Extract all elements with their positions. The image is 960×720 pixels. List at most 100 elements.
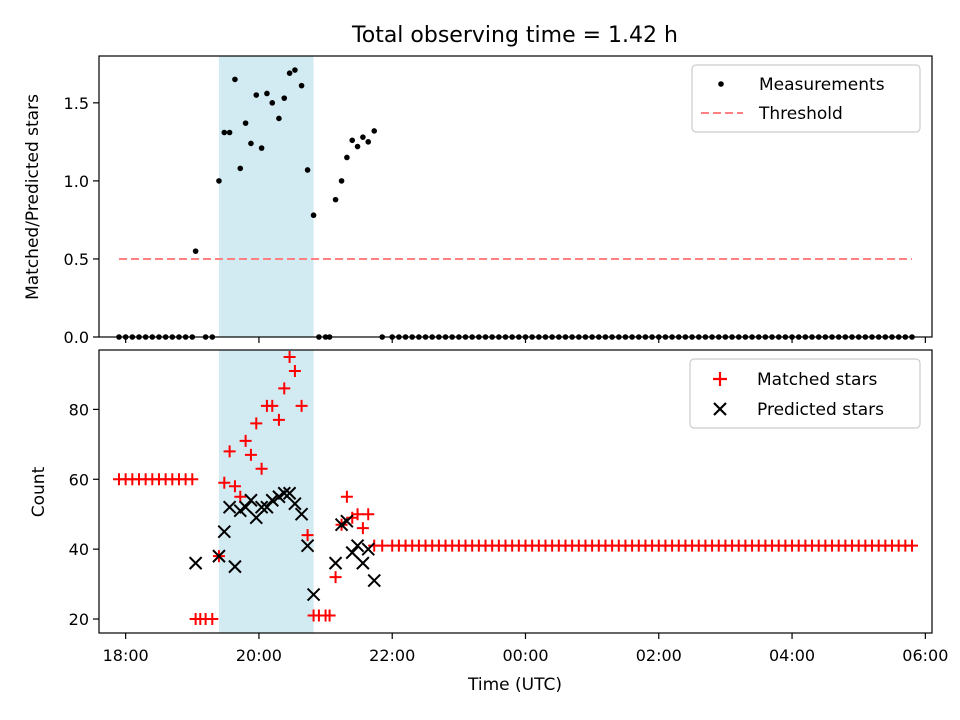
x-axis-label: Time (UTC) bbox=[467, 675, 562, 695]
predicted-star-point bbox=[340, 514, 354, 528]
measurement-point bbox=[338, 178, 345, 184]
predicted-star-point bbox=[282, 486, 297, 500]
top-y-tick-label: 0.0 bbox=[64, 328, 89, 347]
measurements-legend-marker bbox=[718, 81, 724, 87]
top-y-ticks: 0.0 0.5 1.0 1.5 bbox=[64, 94, 99, 347]
measurement-point bbox=[344, 154, 350, 161]
top-y-tick-label: 0.5 bbox=[64, 250, 89, 269]
predicted-star-point bbox=[367, 573, 381, 588]
matched-stars-legend-label: Matched stars bbox=[757, 370, 877, 390]
predicted-star-point bbox=[217, 524, 231, 539]
measurement-point bbox=[221, 129, 228, 136]
predicted-stars-legend-label: Predicted stars bbox=[757, 400, 884, 420]
x-tick-label: 22:00 bbox=[369, 646, 415, 665]
measurement-point bbox=[216, 178, 222, 184]
predicted-star-point bbox=[328, 556, 343, 570]
matched-star-point bbox=[906, 539, 919, 552]
matched-star-point bbox=[250, 417, 263, 430]
predicted-star-point bbox=[222, 500, 237, 514]
predicted-star-point bbox=[350, 538, 365, 553]
measurement-point bbox=[332, 196, 339, 203]
matched-star-point bbox=[283, 350, 296, 363]
bottom-panel: 20 40 60 80 18:00 20:00 22:00 00:00 02:00 04:00 0… bbox=[29, 349, 948, 695]
measurement-point bbox=[281, 95, 288, 101]
predicted-star-point bbox=[238, 500, 253, 514]
measurement-point bbox=[354, 143, 361, 150]
top-y-tick-label: 1.5 bbox=[64, 94, 89, 113]
predicted-star-point bbox=[228, 559, 242, 574]
predicted-star-point bbox=[249, 510, 263, 525]
measurement-point bbox=[269, 100, 276, 106]
matched-star-point bbox=[239, 434, 252, 447]
bottom-y-tick-label: 60 bbox=[69, 470, 89, 489]
bottom-y-tick-label: 40 bbox=[69, 540, 89, 559]
bottom-legend: Matched stars Predicted stars bbox=[689, 358, 921, 429]
predicted-star-point bbox=[345, 545, 359, 560]
x-tick-label: 00:00 bbox=[502, 646, 548, 665]
measurement-point bbox=[371, 128, 378, 134]
top-axes-frame bbox=[98, 55, 933, 338]
threshold-legend-label: Threshold bbox=[758, 104, 843, 124]
top-x-ticks bbox=[125, 337, 926, 343]
predicted-star-point bbox=[294, 507, 309, 521]
measurement-point bbox=[248, 140, 254, 147]
measurement-point bbox=[310, 212, 317, 219]
predicted-star-point bbox=[260, 500, 274, 514]
matched-stars-points bbox=[112, 350, 919, 626]
matched-star-point bbox=[351, 508, 364, 521]
measurement-point bbox=[298, 82, 305, 89]
top-shaded-span bbox=[218, 56, 314, 337]
chart-title: Total observing time = 1.42 h bbox=[351, 23, 678, 48]
top-y-axis-label: Matched/Predicted stars bbox=[23, 94, 43, 300]
measurement-point bbox=[237, 165, 244, 172]
measurement-point bbox=[365, 139, 372, 145]
top-y-tick-label: 1.0 bbox=[64, 172, 89, 191]
measurement-point bbox=[242, 120, 249, 126]
matched-star-point bbox=[223, 445, 236, 458]
top-legend-box bbox=[691, 64, 921, 133]
top-panel: 0.0 0.5 1.0 1.5 Matched/Predicted stars Mea… bbox=[23, 55, 933, 347]
bottom-x-ticks: 18:00 20:00 22:00 00:00 02:00 04:00 06:00 bbox=[103, 633, 948, 665]
matched-star-point bbox=[255, 462, 268, 475]
predicted-star-point bbox=[212, 549, 226, 563]
measurement-point bbox=[258, 145, 265, 151]
x-tick-label: 18:00 bbox=[103, 646, 149, 665]
measurement-point bbox=[360, 134, 366, 140]
bottom-y-axis-label: Count bbox=[29, 466, 49, 517]
matched-star-point bbox=[272, 413, 285, 426]
bottom-y-ticks: 20 40 60 80 bbox=[69, 400, 99, 629]
measurement-point bbox=[286, 70, 293, 76]
matched-star-point bbox=[295, 399, 308, 412]
predicted-star-point bbox=[356, 556, 370, 570]
measurement-point bbox=[232, 76, 238, 83]
matched-star-point bbox=[356, 522, 369, 535]
x-tick-label: 20:00 bbox=[236, 646, 282, 665]
predicted-star-point bbox=[244, 493, 258, 507]
top-legend: Measurements Threshold bbox=[691, 64, 921, 133]
measurement-point bbox=[292, 67, 298, 73]
bottom-legend-box bbox=[689, 358, 921, 429]
measurement-point bbox=[226, 129, 233, 136]
matched-star-point bbox=[218, 476, 231, 489]
bottom-highlight-rect bbox=[218, 350, 314, 633]
predicted-stars-points bbox=[188, 486, 381, 602]
predicted-star-point bbox=[254, 500, 269, 514]
matched-star-point bbox=[278, 382, 291, 395]
predicted-star-point bbox=[361, 542, 375, 556]
matched-star-point bbox=[288, 364, 301, 377]
bottom-axes-frame bbox=[98, 349, 933, 634]
measurements-points bbox=[116, 67, 915, 340]
matched-star-point bbox=[266, 399, 279, 412]
predicted-star-point bbox=[288, 497, 302, 511]
matched-star-point bbox=[206, 613, 219, 626]
predicted-stars-legend-marker bbox=[713, 402, 727, 416]
measurement-point bbox=[276, 115, 282, 122]
bottom-shaded-span bbox=[218, 350, 314, 633]
predicted-star-point bbox=[277, 486, 291, 500]
predicted-star-point bbox=[306, 587, 321, 602]
measurement-point bbox=[192, 248, 199, 254]
matched-star-point bbox=[323, 609, 336, 622]
top-highlight-rect bbox=[218, 56, 314, 337]
measurement-point bbox=[264, 90, 270, 97]
